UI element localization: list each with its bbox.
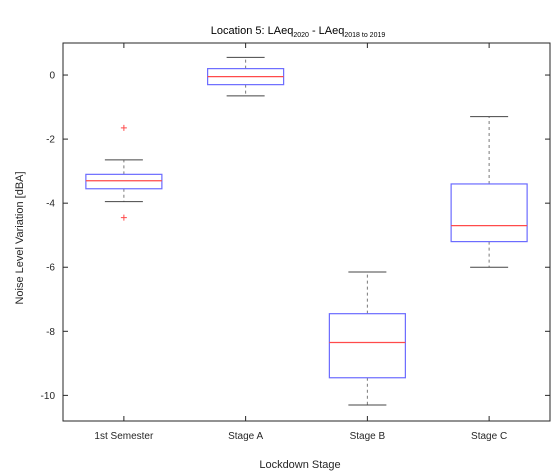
y-axis-label: Noise Level Variation [dBA] [14, 171, 26, 304]
outlier-point [120, 214, 127, 221]
x-tick-label: Stage A [228, 431, 263, 442]
box [85, 173, 163, 190]
y-tick-label: -6 [46, 263, 55, 274]
outlier-point [120, 124, 127, 131]
x-tick-label: 1st Semester [94, 431, 154, 442]
box [328, 313, 406, 379]
box-group [207, 56, 285, 97]
y-tick-label: -4 [46, 199, 55, 210]
plot-area [62, 42, 551, 422]
x-tick-label: Stage C [471, 431, 507, 442]
box [450, 183, 528, 243]
y-tick-label: -8 [46, 327, 55, 338]
box-group [328, 271, 406, 406]
x-axis-label: Lockdown Stage [259, 459, 340, 471]
chart-title: Location 5: LAeq2020 - LAeq2018 to 2019 [211, 25, 386, 39]
y-tick-label: -10 [41, 391, 56, 402]
x-tick-label: Stage B [350, 431, 386, 442]
y-tick-label: -2 [46, 135, 55, 146]
box-group [450, 116, 528, 268]
y-tick-label: 0 [49, 71, 55, 82]
box-group [85, 124, 163, 221]
